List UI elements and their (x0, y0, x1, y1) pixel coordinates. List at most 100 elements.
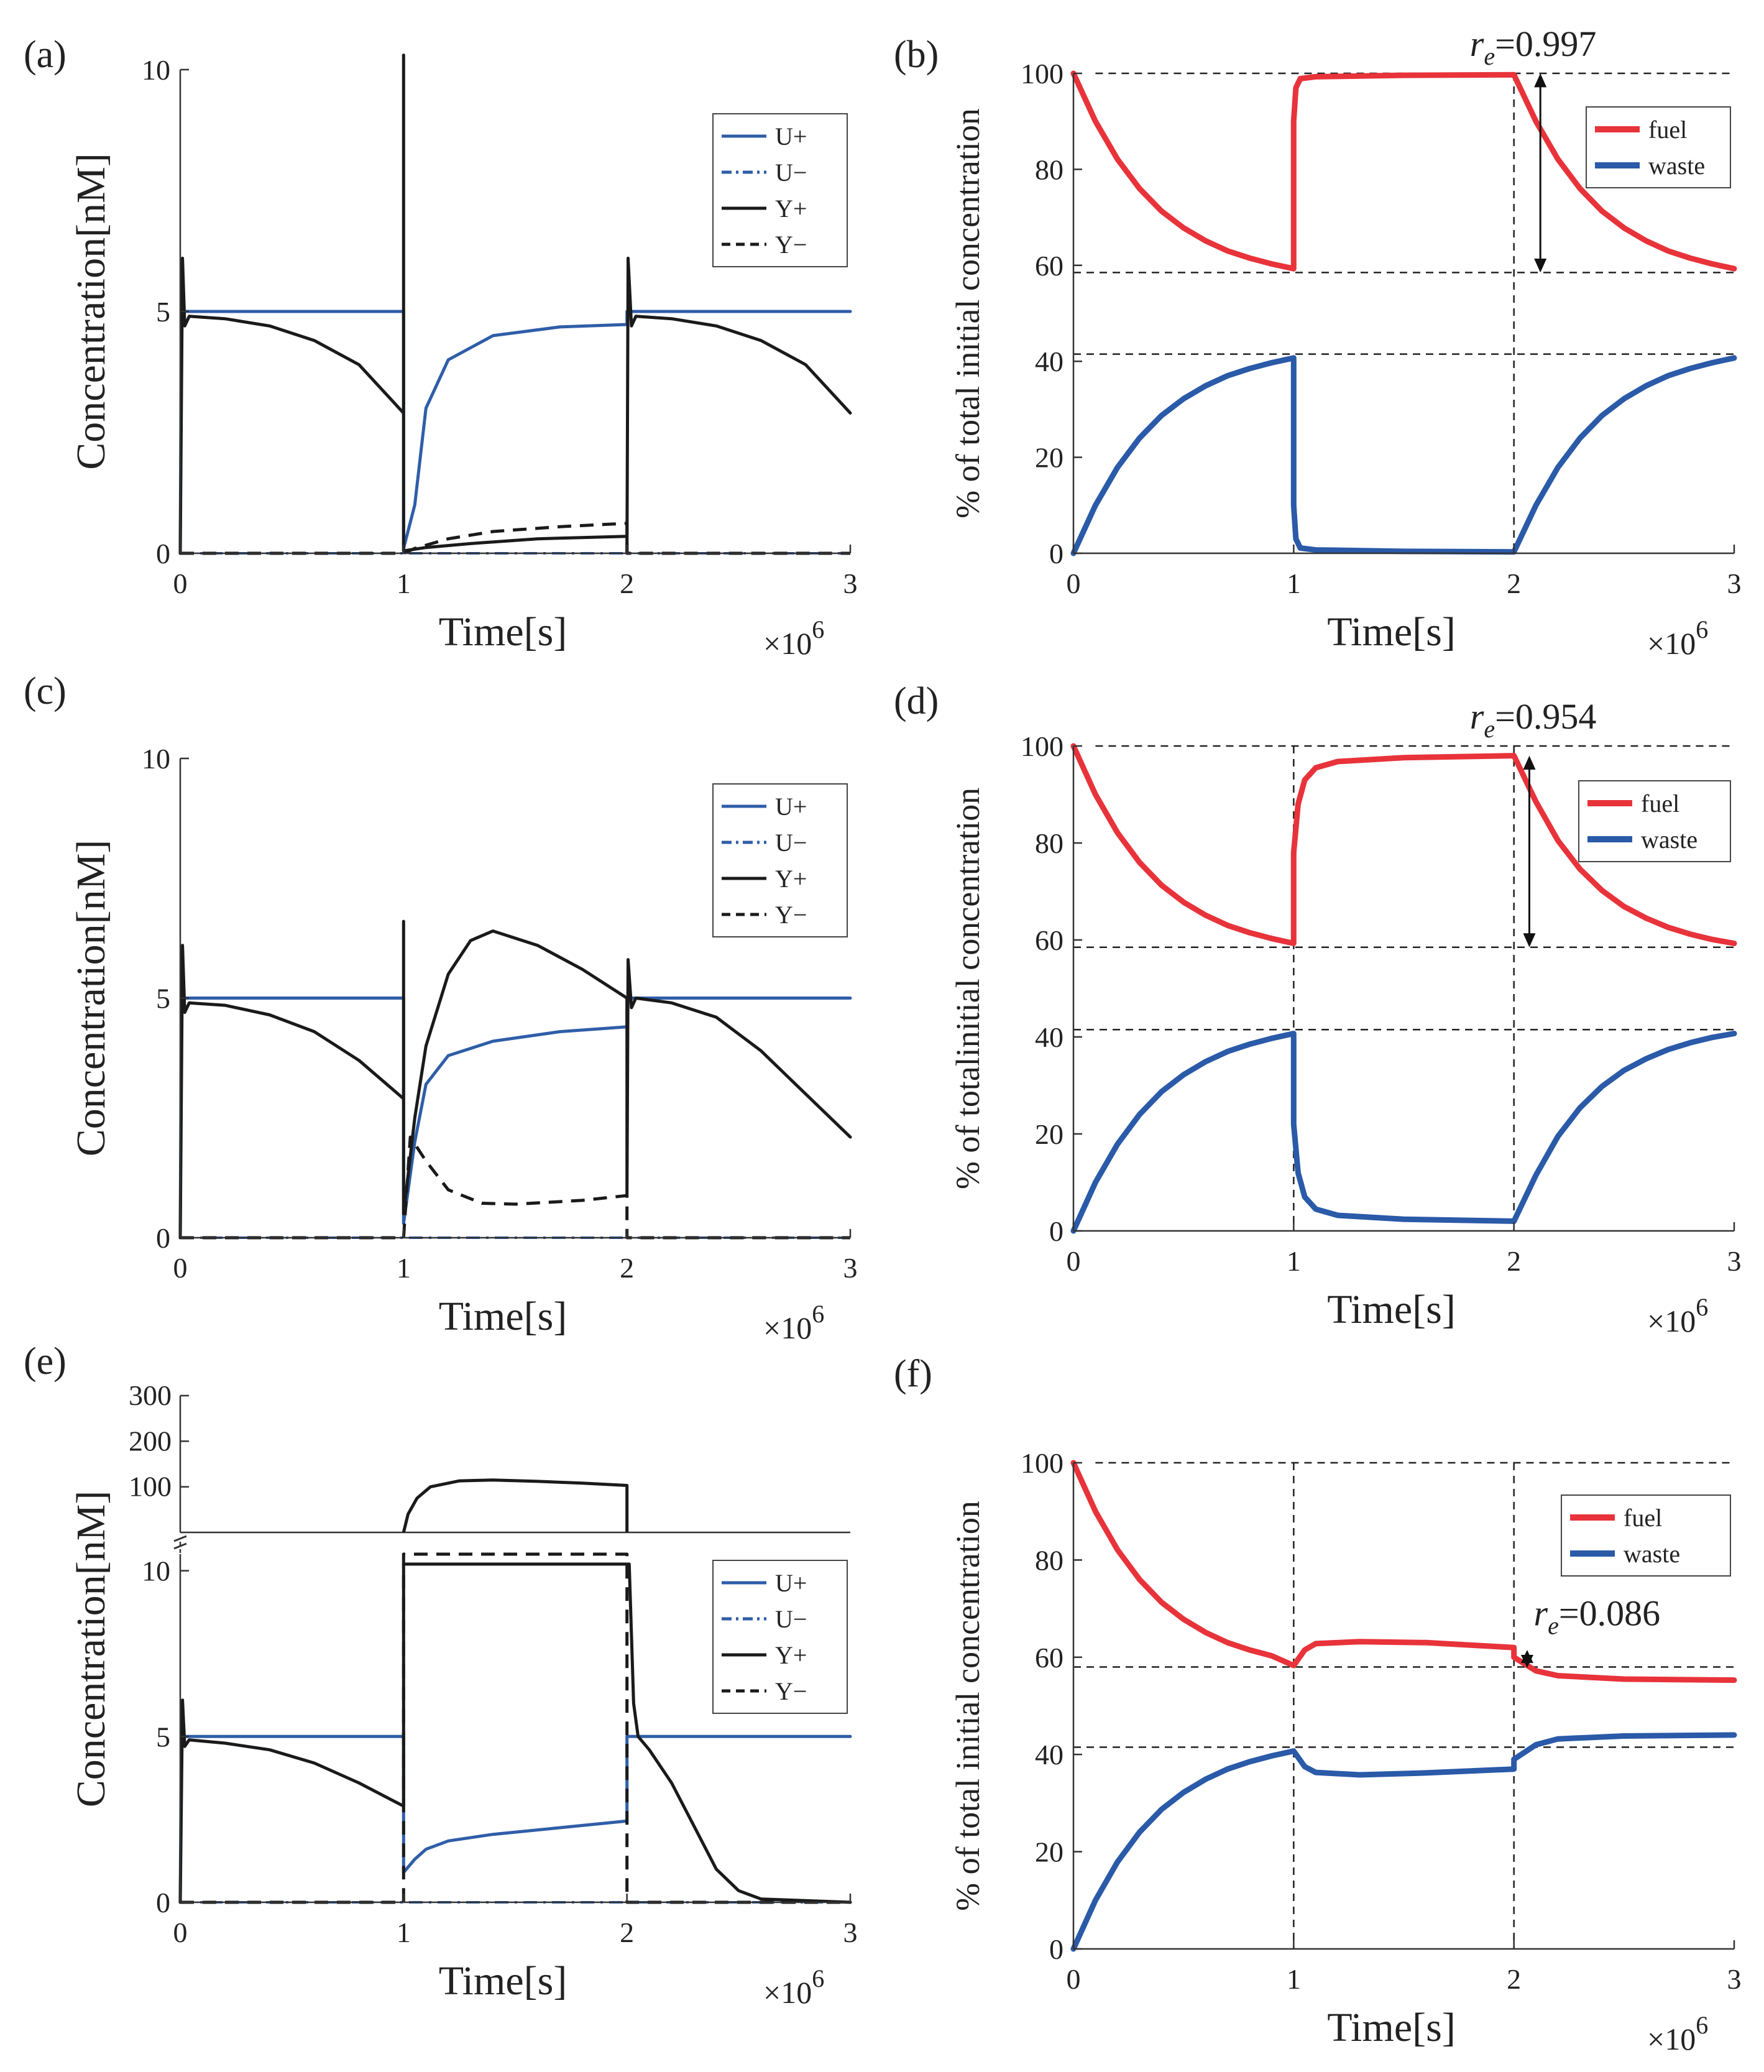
x-tick-label: 2 (620, 1917, 634, 1948)
x-tick-label: 0 (173, 1252, 188, 1284)
legend-label: Y− (775, 231, 807, 259)
y-tick-label: 10 (142, 54, 170, 86)
re-annotation: re=0.086 (1534, 1593, 1661, 1639)
axis-break-mark (173, 1542, 187, 1550)
y-tick-label: 40 (1035, 346, 1063, 377)
y-tick-label: 40 (1035, 1739, 1063, 1770)
series-fuel-line (1070, 743, 1737, 946)
x-axis-label: Time[s] (439, 1294, 567, 1339)
y-axis-label: % of total initial concentration (949, 1501, 986, 1911)
x-tick-label: 1 (1287, 568, 1301, 599)
x-axis-multiplier: ×106 (1647, 615, 1708, 661)
series-Yplus-line (178, 1562, 852, 1904)
re-annotation: re=0.997 (1470, 24, 1597, 70)
legend: fuel waste (1586, 106, 1731, 188)
upper-y-tick-label: 200 (129, 1425, 172, 1457)
x-axis-multiplier: ×106 (1647, 2011, 1708, 2056)
y-tick-label: 5 (156, 1721, 170, 1752)
y-tick-label: 10 (142, 1555, 170, 1587)
y-tick-label: 0 (1049, 1933, 1063, 1965)
x-tick-label: 3 (1727, 1245, 1742, 1277)
multiplier-base: ×10 (1647, 1304, 1696, 1338)
legend-label: Y− (775, 901, 807, 929)
panel-c: (c) 0 1 2 3 0 5 10 Concentration[nM] Time[s] ×106 U… (24, 670, 858, 1345)
x-tick-label: 0 (173, 1917, 188, 1948)
legend: U+ U− Y+ Y− (712, 1560, 848, 1714)
x-axis-label: Time[s] (1327, 609, 1456, 655)
series-Yminus-line (180, 1135, 850, 1240)
series-waste-line (1070, 355, 1737, 556)
x-axis-multiplier: ×106 (763, 615, 824, 661)
y-tick-label: 60 (1035, 924, 1063, 956)
x-tick-label: 2 (1507, 1963, 1521, 1995)
multiplier-power: 6 (1696, 1293, 1708, 1321)
re-symbol: r (1534, 1593, 1548, 1633)
y-tick-label: 10 (142, 743, 170, 775)
panel-label-e: (e) (24, 1340, 67, 1383)
panel-label-a: (a) (24, 34, 67, 76)
series-Uplus-line (178, 310, 852, 555)
legend-label: U+ (775, 1569, 807, 1597)
re-annotation: re=0.954 (1470, 696, 1597, 743)
y-tick-label: 60 (1035, 1642, 1063, 1674)
legend-label: fuel (1648, 116, 1687, 144)
x-tick-label: 0 (1067, 568, 1081, 599)
re-arrow-head-up (1534, 73, 1547, 88)
legend-box (1586, 106, 1731, 188)
y-axis-label: Concentration[nM] (68, 1491, 114, 1808)
re-value: =0.954 (1495, 696, 1596, 737)
x-tick-label: 1 (1287, 1963, 1301, 1995)
re-subscript: e (1548, 1611, 1559, 1639)
re-arrow-head-down (1523, 933, 1536, 947)
multiplier-power: 6 (1696, 615, 1708, 643)
x-axis-multiplier: ×106 (1647, 1293, 1708, 1338)
legend-label: Y+ (775, 195, 807, 223)
x-tick-label: 0 (1067, 1245, 1081, 1277)
x-tick-label: 3 (1727, 1963, 1742, 1995)
x-axis-label: Time[s] (439, 1958, 567, 2004)
series-fuel-line (1070, 1460, 1737, 1683)
re-arrow-head-up (1523, 755, 1536, 770)
panel-a: (a) 0 1 2 3 0 5 10 Concentration[nM] Time[s] ×106 U… (24, 34, 858, 661)
multiplier-base: ×10 (763, 1975, 812, 2010)
legend-label: Y− (775, 1677, 807, 1705)
legend-label: U+ (775, 793, 807, 821)
x-axis-label: Time[s] (439, 609, 567, 655)
y-axis-label: Concentration[nM] (68, 153, 114, 470)
legend-box (712, 113, 848, 267)
y-tick-label: 0 (156, 1222, 170, 1254)
y-axis-label: Concentration[nM] (68, 840, 114, 1157)
x-tick-label: 2 (1507, 568, 1521, 599)
panel-label-f: (f) (894, 1353, 932, 1395)
legend-label: U− (775, 159, 807, 186)
y-axis-label: % of totalinitial concentration (949, 788, 986, 1189)
x-tick-label: 3 (1727, 568, 1742, 599)
panel-e: (e) 100 200 300 0 1 2 3 0 5 10 Concentration[nM] Tim… (24, 1340, 858, 2010)
legend: fuel waste (1578, 780, 1731, 862)
multiplier-power: 6 (1696, 2011, 1708, 2039)
multiplier-power: 6 (812, 1300, 824, 1328)
y-tick-label: 100 (1021, 730, 1063, 762)
legend-label: waste (1624, 1540, 1680, 1568)
legend: fuel waste (1561, 1494, 1731, 1577)
legend: U+ U− Y+ Y− (712, 113, 848, 267)
x-tick-label: 1 (397, 568, 411, 599)
y-tick-label: 80 (1035, 827, 1063, 859)
re-symbol: r (1470, 696, 1484, 737)
y-tick-label: 100 (1021, 58, 1063, 90)
axis-break-mark (173, 1535, 187, 1542)
x-axis-label: Time[s] (1327, 2005, 1456, 2050)
y-tick-label: 5 (156, 296, 170, 328)
re-symbol: r (1470, 24, 1484, 64)
re-subscript: e (1484, 715, 1495, 743)
legend-box (712, 1560, 848, 1714)
panel-f: (f) 0 1 2 3 0 20 40 60 80 100 % of total initial co… (894, 1353, 1742, 2056)
y-tick-label: 0 (156, 538, 170, 569)
y-tick-label: 5 (156, 983, 170, 1015)
legend-label: fuel (1641, 790, 1679, 817)
series-fuel-line (1070, 70, 1737, 272)
y-axis-label: % of total initial concentration (949, 108, 986, 518)
legend-box (1561, 1494, 1731, 1577)
y-tick-label: 20 (1035, 442, 1063, 474)
